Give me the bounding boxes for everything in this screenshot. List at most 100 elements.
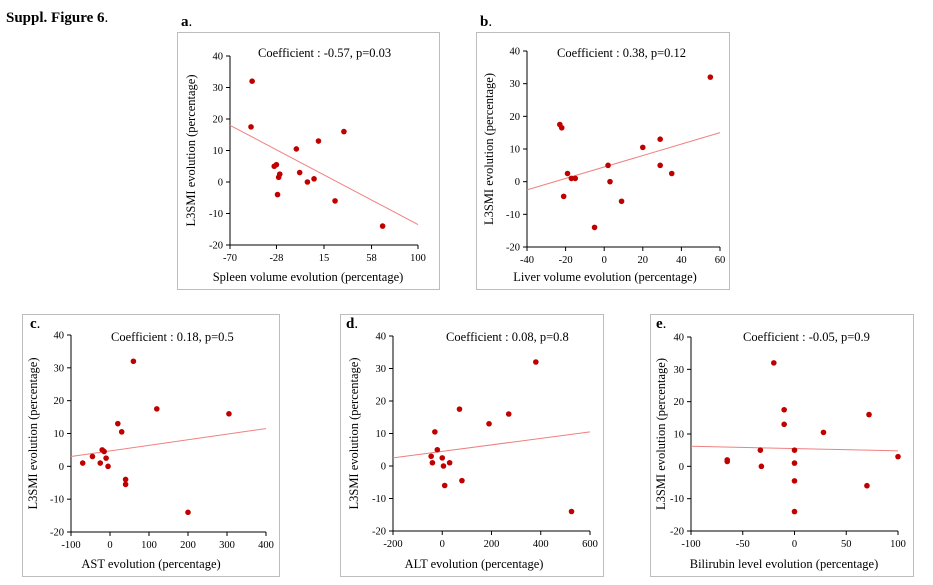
x-tick-label: 100 [410, 253, 426, 264]
data-point [185, 509, 191, 516]
data-point [273, 161, 280, 168]
y-tick-label: 0 [515, 177, 520, 188]
y-tick-label: -10 [506, 210, 520, 221]
panel-label-b-letter: b [480, 14, 489, 30]
data-point [568, 508, 575, 515]
y-tick-label: -20 [372, 527, 386, 538]
panel-label-a: a. [181, 14, 193, 30]
scatter-panel-a: -20 -10 0 10 20 30 40 -70 -28 15 58 100 Coefficient … [177, 32, 440, 290]
data-point [276, 171, 283, 177]
data-point [505, 411, 512, 417]
figure-title-suffix: . [104, 10, 109, 26]
y-tick-label: 20 [54, 396, 65, 407]
data-point [122, 476, 129, 483]
figure-title-text: Suppl. Figure 6 [6, 10, 105, 26]
data-point [771, 360, 777, 366]
y-tick-label: 30 [54, 363, 65, 374]
data-point [791, 447, 798, 453]
x-tick-label: 100 [890, 539, 906, 550]
y-tick-label: 30 [376, 364, 387, 375]
data-point [757, 447, 764, 453]
data-point [864, 482, 870, 489]
y-tick-label: -20 [209, 241, 223, 252]
y-tick-label: 0 [679, 462, 684, 473]
x-tick-label: 600 [582, 539, 598, 550]
y-tick-label: 40 [213, 52, 224, 63]
y-tick-label: -20 [50, 528, 64, 539]
data-point [122, 481, 129, 488]
data-point [89, 453, 96, 460]
y-tick-label: 0 [381, 462, 386, 473]
x-tick-label: 58 [366, 253, 377, 264]
x-axis-label: Liver volume evolution (percentage) [513, 270, 697, 284]
data-point [820, 429, 827, 436]
data-point [707, 74, 714, 80]
y-tick-label: -10 [372, 494, 386, 505]
y-tick-label: 20 [376, 397, 387, 408]
data-point [486, 420, 492, 427]
data-point [379, 223, 386, 229]
data-point [791, 460, 798, 466]
coefficient-annotation: Coefficient : -0.05, p=0.9 [743, 330, 870, 344]
x-tick-label: -50 [736, 539, 750, 550]
data-point [446, 459, 453, 466]
x-axis-label: Bilirubin level evolution (percentage) [690, 557, 878, 571]
x-tick-label: 100 [141, 540, 157, 551]
x-tick-label: 300 [219, 540, 235, 551]
y-tick-label: 30 [674, 365, 685, 376]
x-tick-label: 0 [440, 539, 445, 550]
y-tick-label: 10 [510, 145, 521, 156]
data-point [895, 453, 901, 460]
data-point [866, 411, 872, 418]
panel-label-c: c. [30, 316, 41, 332]
x-tick-label: -40 [520, 255, 534, 266]
data-point [607, 178, 613, 185]
data-point [564, 170, 571, 177]
x-axis-label: Spleen volume evolution (percentage) [213, 270, 404, 284]
panel-label-e: e. [656, 316, 667, 332]
x-tick-label: -200 [383, 539, 402, 550]
data-point [791, 478, 798, 484]
y-tick-label: -10 [209, 209, 223, 220]
data-point [296, 169, 303, 176]
figure-title: Suppl. Figure 6. [6, 10, 108, 27]
data-point [332, 198, 338, 204]
x-tick-label: 40 [676, 255, 687, 266]
data-point [274, 191, 281, 198]
y-tick-label: 20 [674, 397, 685, 408]
y-axis-label: L3SMI evolution (percentage) [184, 74, 198, 226]
coefficient-annotation: Coefficient : 0.38, p=0.12 [557, 46, 686, 60]
data-point [657, 162, 663, 169]
x-tick-label: 0 [792, 539, 797, 550]
data-point [640, 144, 646, 151]
data-point [724, 457, 731, 463]
data-point [456, 406, 463, 412]
x-tick-label: 200 [180, 540, 196, 551]
scatter-panel-c: -20 -10 0 10 20 30 40 -100 0 100 200 300 400 Coeffici… [22, 314, 280, 577]
data-point [572, 175, 579, 182]
x-axis-label: AST evolution (percentage) [81, 557, 220, 571]
data-point [226, 411, 232, 417]
data-point [440, 463, 447, 469]
data-point [459, 477, 465, 484]
y-axis-label: L3SMI evolution (percentage) [482, 73, 496, 225]
x-tick-label: -100 [61, 540, 80, 551]
regression-line [70, 428, 267, 457]
data-point [439, 455, 446, 461]
regression-line [229, 124, 419, 225]
data-point [154, 406, 160, 412]
x-tick-label: 200 [484, 539, 500, 550]
data-point [432, 429, 438, 435]
x-tick-label: -28 [269, 253, 283, 264]
data-point [101, 448, 107, 455]
x-tick-label: 15 [319, 253, 330, 264]
panel-label-b: b. [480, 14, 493, 30]
data-point [781, 421, 787, 428]
scatter-panel-b: -20 -10 0 10 20 30 40 -40 -20 0 20 40 60 Coefficient … [476, 32, 730, 290]
coefficient-annotation: Coefficient : 0.08, p=0.8 [446, 330, 569, 344]
data-point [429, 459, 436, 466]
x-tick-label: 400 [533, 539, 549, 550]
panel-label-d: d. [346, 316, 359, 332]
